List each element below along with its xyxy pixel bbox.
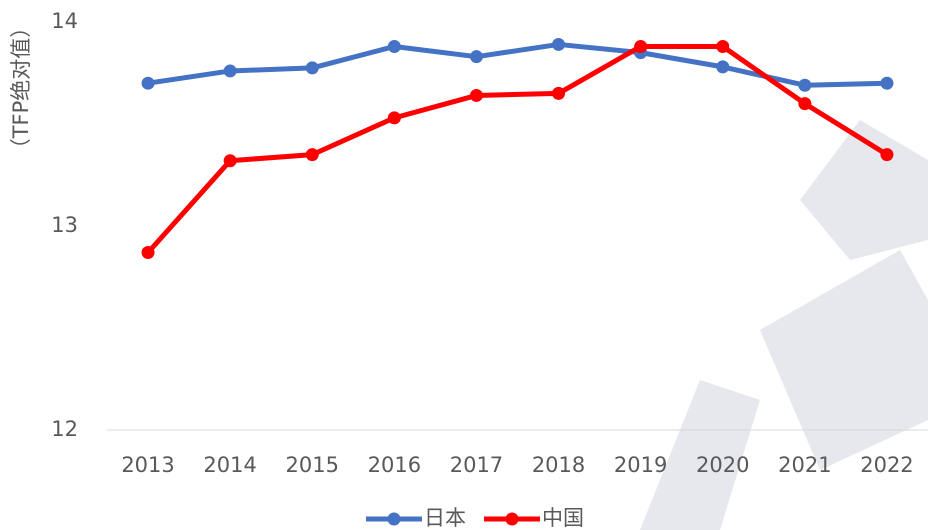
- x-tick-label: 2014: [203, 453, 256, 477]
- data-point: [223, 154, 237, 168]
- x-tick-label: 2016: [368, 453, 421, 477]
- data-point: [387, 39, 401, 53]
- data-point: [716, 39, 730, 53]
- x-tick-label: 2013: [121, 453, 174, 477]
- legend-marker: [387, 512, 401, 526]
- series-line: [146, 43, 889, 255]
- x-tick-label: 2022: [860, 453, 913, 477]
- x-tick-label: 2017: [450, 453, 503, 477]
- data-point: [141, 246, 155, 260]
- x-tick-label: 2020: [696, 453, 749, 477]
- data-point: [469, 50, 483, 64]
- legend-marker: [505, 512, 519, 526]
- y-tick-label: 12: [51, 417, 78, 441]
- watermark-shape: [800, 120, 928, 260]
- data-point: [880, 148, 894, 162]
- watermark: [640, 120, 928, 530]
- data-point: [141, 76, 155, 90]
- x-tick-label: 2019: [614, 453, 667, 477]
- data-point: [716, 60, 730, 74]
- legend-label: 中国: [542, 506, 584, 530]
- data-point: [880, 76, 894, 90]
- watermark-shape: [640, 380, 760, 530]
- data-point: [305, 61, 319, 75]
- x-tick-label: 2015: [286, 453, 339, 477]
- data-point: [552, 37, 566, 51]
- data-point: [634, 39, 648, 53]
- data-point: [305, 148, 319, 162]
- y-axis-label: （TFP绝对值）: [9, 17, 33, 160]
- y-tick-label: 13: [51, 213, 78, 237]
- watermark-shape: [760, 250, 928, 470]
- y-tick-label: 14: [51, 9, 78, 33]
- data-point: [798, 97, 812, 111]
- data-point: [798, 78, 812, 92]
- legend-label: 日本: [424, 506, 466, 530]
- series-line: [147, 41, 888, 88]
- data-point: [552, 86, 566, 100]
- x-tick-label: 2018: [532, 453, 585, 477]
- data-point: [469, 88, 483, 102]
- data-point: [387, 111, 401, 125]
- data-point: [223, 64, 237, 78]
- x-tick-label: 2021: [778, 453, 831, 477]
